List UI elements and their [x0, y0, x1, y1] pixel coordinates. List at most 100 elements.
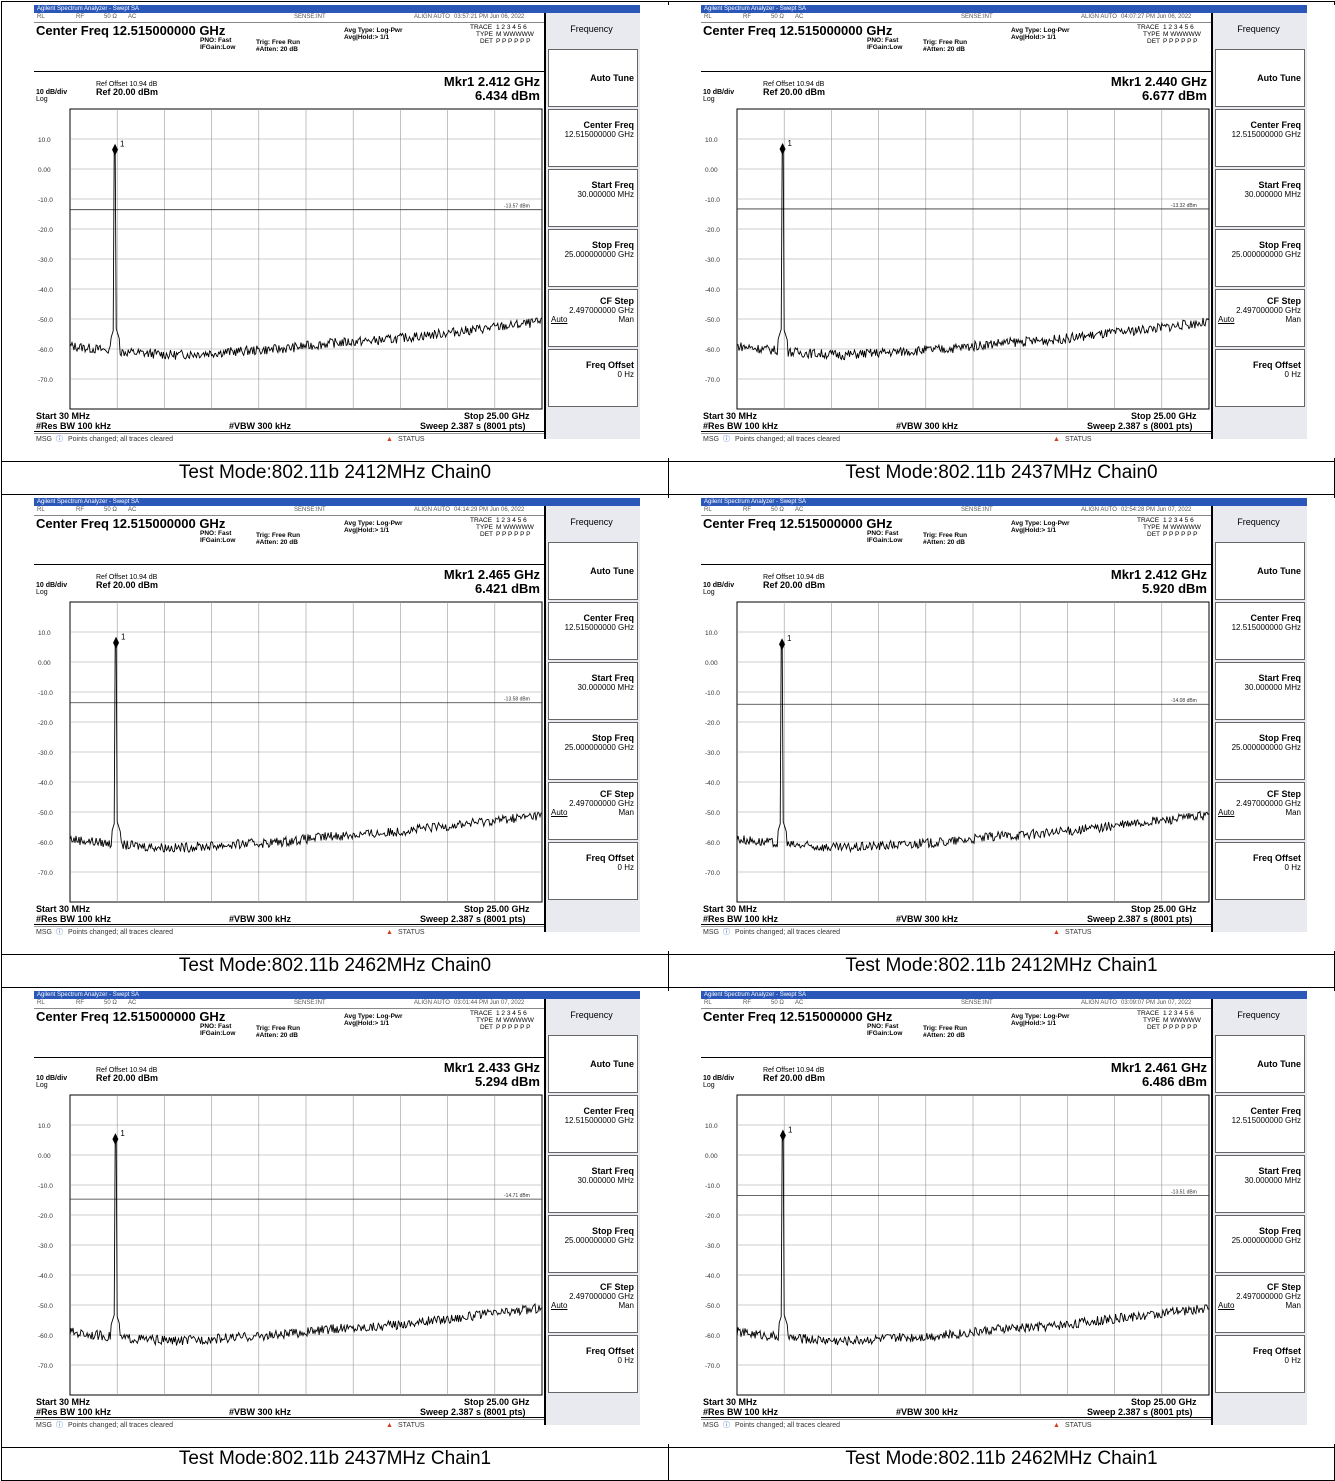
- type-value: M WWWWW: [496, 31, 534, 38]
- man-option[interactable]: Man: [1285, 315, 1301, 324]
- marker-diamond[interactable]: [779, 142, 786, 155]
- button-label: Center Freq: [583, 613, 634, 623]
- freq-offset-button[interactable]: Freq Offset 0 Hz: [1215, 349, 1305, 407]
- cf-step-button[interactable]: CF Step 2.497000000 GHz Auto Man: [548, 1275, 638, 1333]
- man-option[interactable]: Man: [618, 315, 634, 324]
- man-option[interactable]: Man: [618, 1301, 634, 1310]
- button-value: 2.497000000 GHz: [1236, 1292, 1301, 1301]
- start-freq-label: Start 30 MHz: [36, 411, 91, 421]
- ref-level: Ref 20.00 dBm: [96, 580, 159, 590]
- auto-option[interactable]: Auto: [551, 1301, 568, 1310]
- ifgain-label: IFGain:Low: [200, 44, 236, 51]
- auto-option[interactable]: Auto: [1218, 315, 1235, 324]
- spectrum-analyzer: Agilent Spectrum Analyzer - Swept SA RL …: [701, 991, 1335, 1444]
- rl-indicator: RL: [37, 1000, 45, 1006]
- auto-tune-button[interactable]: Auto Tune: [548, 49, 638, 107]
- spectrum-trace: [736, 643, 1210, 854]
- window-title: Agilent Spectrum Analyzer - Swept SA: [34, 991, 640, 999]
- freq-offset-button[interactable]: Freq Offset 0 Hz: [548, 349, 638, 407]
- cf-step-button[interactable]: CF Step 2.497000000 GHz Auto Man: [548, 782, 638, 840]
- auto-tune-button[interactable]: Auto Tune: [1215, 49, 1305, 107]
- type-label: TYPE: [1143, 1017, 1160, 1024]
- freq-offset-button[interactable]: Freq Offset 0 Hz: [1215, 842, 1305, 900]
- start-freq-label: Start 30 MHz: [36, 1397, 91, 1407]
- rl-indicator: RL: [37, 14, 45, 20]
- marker-diamond[interactable]: [779, 1129, 786, 1142]
- auto-tune-button[interactable]: Auto Tune: [548, 1035, 638, 1093]
- plot-footer: Start 30 MHz #Res BW 100 kHz #VBW 300 kH…: [701, 409, 1211, 432]
- auto-man-toggle[interactable]: Auto Man: [1216, 315, 1301, 324]
- center-freq-button[interactable]: Center Freq 12.515000000 GHz: [1215, 1095, 1305, 1153]
- message-bar: MSG ⓘ Points changed; all traces cleared…: [701, 926, 1211, 939]
- center-freq-button[interactable]: Center Freq 12.515000000 GHz: [548, 109, 638, 167]
- auto-man-toggle[interactable]: Auto Man: [1216, 1301, 1301, 1310]
- stop-freq-label: Stop 25.00 GHz: [464, 904, 530, 914]
- y-tick-label: -40.0: [38, 1273, 53, 1280]
- center-freq-button[interactable]: Center Freq 12.515000000 GHz: [1215, 602, 1305, 660]
- cf-step-button[interactable]: CF Step 2.497000000 GHz Auto Man: [1215, 782, 1305, 840]
- stop-freq-button[interactable]: Stop Freq 25.000000000 GHz: [1215, 1215, 1305, 1273]
- auto-tune-button[interactable]: Auto Tune: [1215, 1035, 1305, 1093]
- rf-indicator: RF: [76, 1000, 84, 1006]
- center-freq-button[interactable]: Center Freq 12.515000000 GHz: [548, 1095, 638, 1153]
- stop-freq-button[interactable]: Stop Freq 25.000000000 GHz: [548, 1215, 638, 1273]
- stop-freq-button[interactable]: Stop Freq 25.000000000 GHz: [1215, 722, 1305, 780]
- auto-tune-button[interactable]: Auto Tune: [1215, 542, 1305, 600]
- pno-label: PNO: Fast: [867, 37, 899, 44]
- impedance-indicator: 50 Ω: [104, 1000, 117, 1006]
- marker-diamond[interactable]: [779, 638, 786, 651]
- start-freq-button[interactable]: Start Freq 30.000000 MHz: [548, 662, 638, 720]
- stop-freq-label: Stop 25.00 GHz: [1131, 904, 1197, 914]
- spectrum-trace: [736, 1135, 1210, 1347]
- stop-freq-button[interactable]: Stop Freq 25.000000000 GHz: [548, 229, 638, 287]
- trig-label: Trig: Free Run: [923, 1025, 968, 1032]
- marker-diamond[interactable]: [112, 143, 119, 156]
- auto-man-toggle[interactable]: Auto Man: [549, 808, 634, 817]
- marker-level: 6.421 dBm: [474, 581, 540, 596]
- message-text: Points changed; all traces cleared: [735, 436, 841, 443]
- man-option[interactable]: Man: [1285, 808, 1301, 817]
- stop-freq-button[interactable]: Stop Freq 25.000000000 GHz: [1215, 229, 1305, 287]
- auto-option[interactable]: Auto: [1218, 808, 1235, 817]
- man-option[interactable]: Man: [618, 808, 634, 817]
- button-label: Start Freq: [1258, 673, 1301, 683]
- button-value: 25.000000000 GHz: [564, 250, 634, 259]
- plot-footer: Start 30 MHz #Res BW 100 kHz #VBW 300 kH…: [34, 902, 544, 925]
- det-label: DET: [1147, 38, 1160, 45]
- marker-label: 1: [787, 634, 792, 643]
- start-freq-button[interactable]: Start Freq 30.000000 MHz: [548, 1155, 638, 1213]
- auto-man-toggle[interactable]: Auto Man: [549, 1301, 634, 1310]
- stop-freq-button[interactable]: Stop Freq 25.000000000 GHz: [548, 722, 638, 780]
- auto-tune-button[interactable]: Auto Tune: [548, 542, 638, 600]
- button-label: CF Step: [1266, 296, 1301, 306]
- start-freq-button[interactable]: Start Freq 30.000000 MHz: [1215, 662, 1305, 720]
- cf-step-button[interactable]: CF Step 2.497000000 GHz Auto Man: [1215, 1275, 1305, 1333]
- status-icon: ▲: [1053, 436, 1060, 443]
- rf-indicator: RF: [743, 507, 751, 513]
- marker-diamond[interactable]: [112, 1133, 119, 1146]
- cf-step-button[interactable]: CF Step 2.497000000 GHz Auto Man: [548, 289, 638, 347]
- auto-option[interactable]: Auto: [1218, 1301, 1235, 1310]
- type-label: TYPE: [476, 31, 493, 38]
- y-tick-label: -50.0: [705, 1303, 720, 1310]
- marker-level: 5.920 dBm: [1141, 581, 1207, 596]
- center-freq-button[interactable]: Center Freq 12.515000000 GHz: [1215, 109, 1305, 167]
- start-freq-button[interactable]: Start Freq 30.000000 MHz: [548, 169, 638, 227]
- cf-step-button[interactable]: CF Step 2.497000000 GHz Auto Man: [1215, 289, 1305, 347]
- auto-man-toggle[interactable]: Auto Man: [1216, 808, 1301, 817]
- auto-option[interactable]: Auto: [551, 315, 568, 324]
- freq-offset-button[interactable]: Freq Offset 0 Hz: [548, 1335, 638, 1393]
- spectrum-trace: [736, 148, 1210, 361]
- center-freq-button[interactable]: Center Freq 12.515000000 GHz: [548, 602, 638, 660]
- auto-option[interactable]: Auto: [551, 808, 568, 817]
- marker-diamond[interactable]: [113, 636, 120, 649]
- start-freq-button[interactable]: Start Freq 30.000000 MHz: [1215, 1155, 1305, 1213]
- freq-offset-button[interactable]: Freq Offset 0 Hz: [1215, 1335, 1305, 1393]
- y-tick-label: -70.0: [38, 870, 53, 877]
- start-freq-button[interactable]: Start Freq 30.000000 MHz: [1215, 169, 1305, 227]
- freq-offset-button[interactable]: Freq Offset 0 Hz: [548, 842, 638, 900]
- man-option[interactable]: Man: [1285, 1301, 1301, 1310]
- y-tick-label: -70.0: [705, 377, 720, 384]
- align-indicator: ALIGN AUTO: [1081, 14, 1117, 20]
- auto-man-toggle[interactable]: Auto Man: [549, 315, 634, 324]
